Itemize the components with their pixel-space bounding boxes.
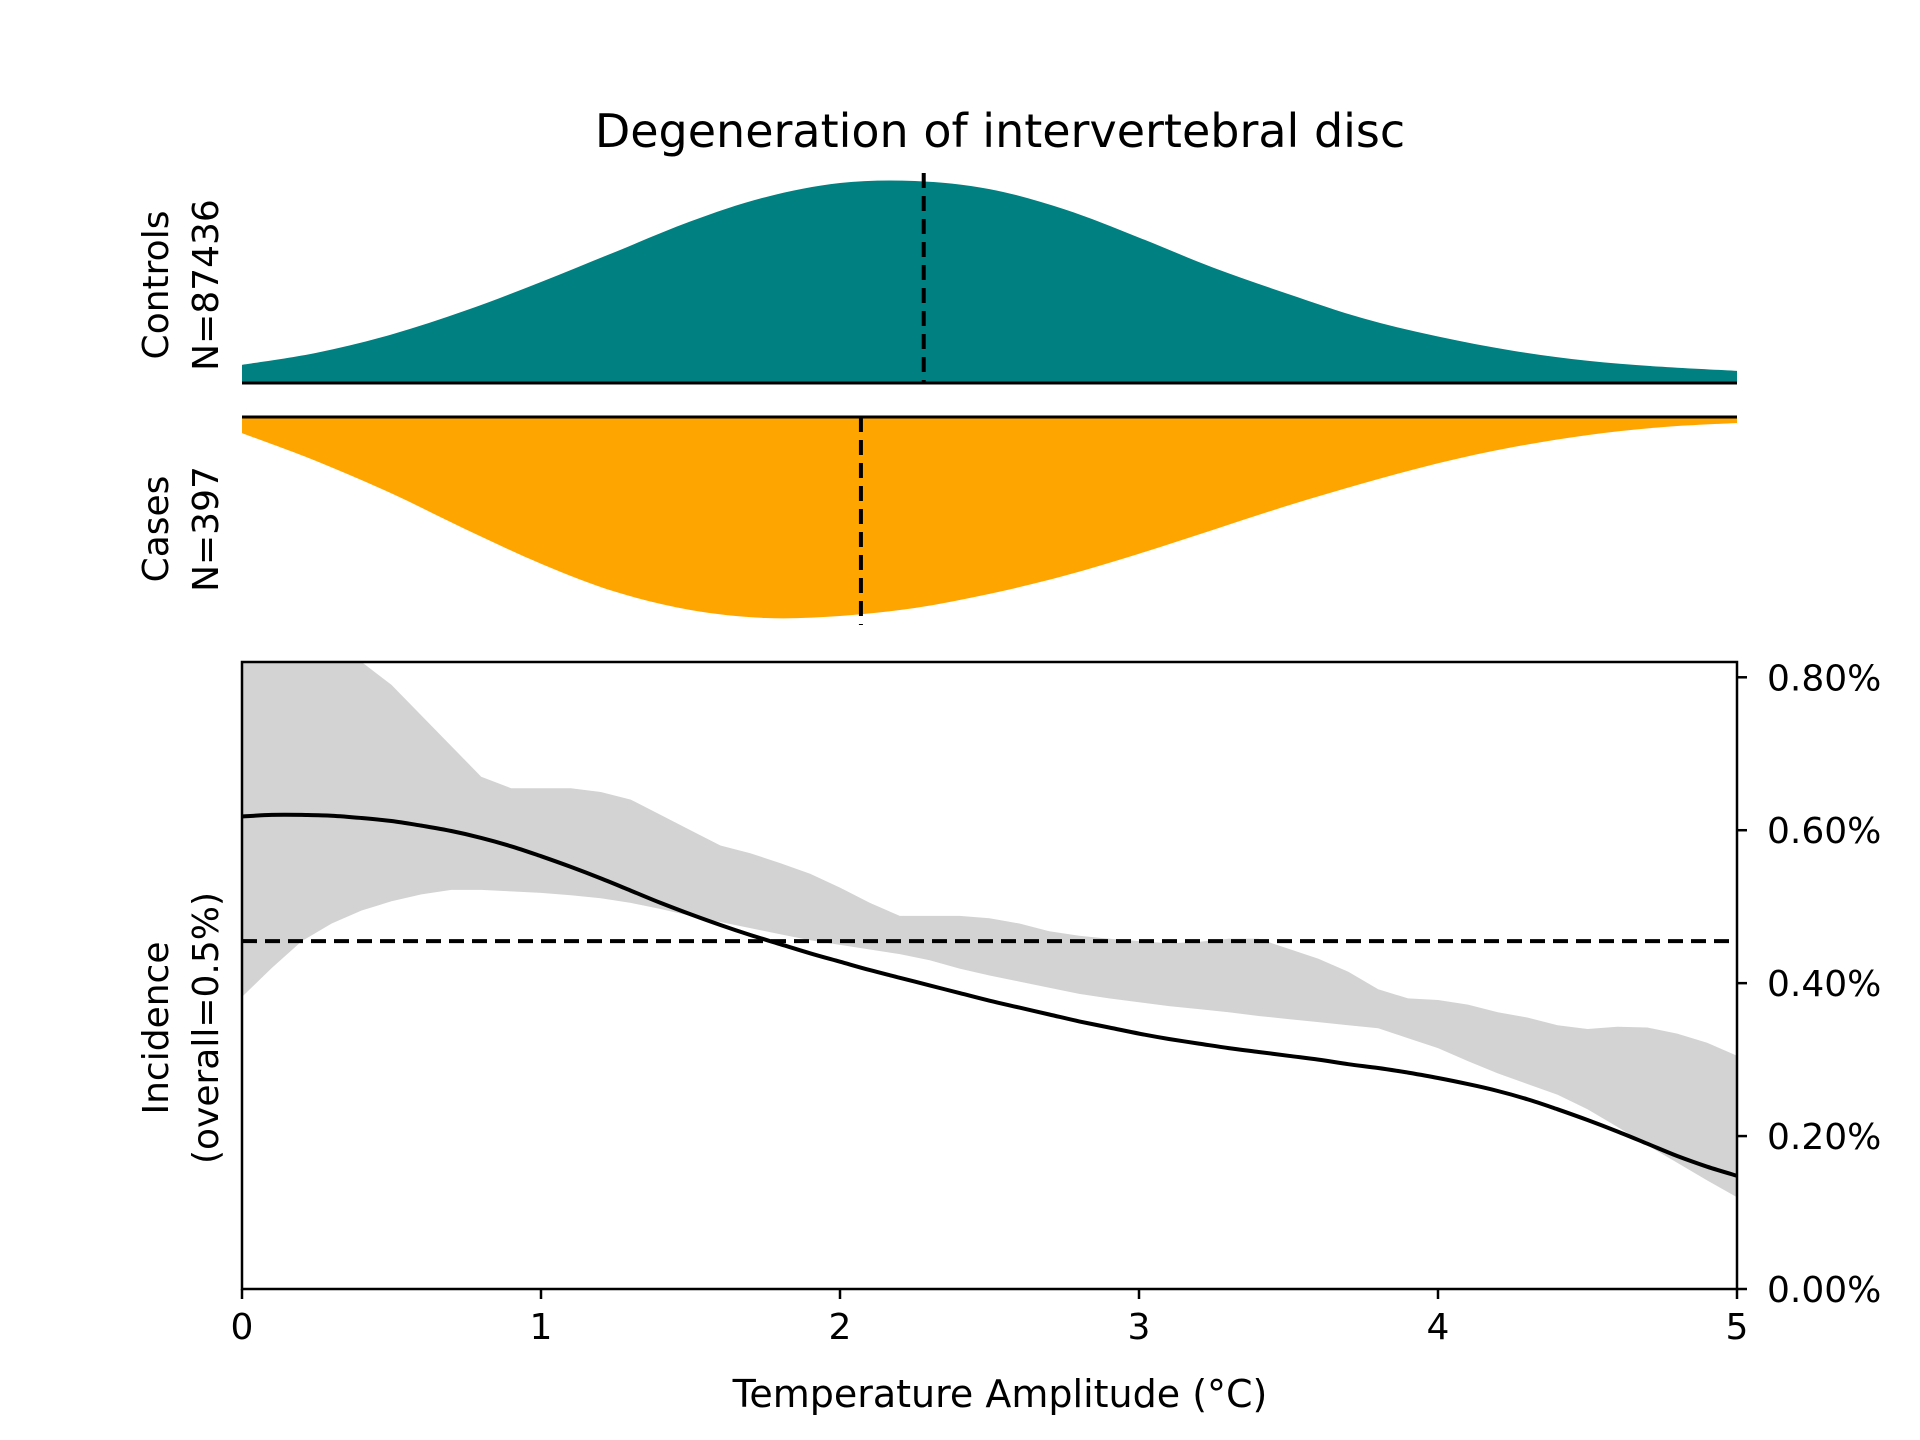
x-tick-label: 0: [231, 1307, 254, 1348]
controls-density-panel: Controls N=87436: [136, 173, 1737, 385]
x-tick-label: 1: [530, 1307, 553, 1348]
x-tick-label: 3: [1128, 1307, 1151, 1348]
incidence-ylabel: Incidence: [136, 942, 177, 1115]
y-tick-label: 0.40%: [1767, 964, 1881, 1005]
incidence-ylabel-note: (overall=0.5%): [186, 892, 227, 1164]
x-tick-label: 5: [1726, 1307, 1749, 1348]
x-tick-label: 2: [829, 1307, 852, 1348]
x-tick-label: 4: [1427, 1307, 1450, 1348]
y-tick-label: 0.00%: [1767, 1270, 1881, 1311]
y-axis-ticks: 0.00% 0.20% 0.40% 0.60% 0.80%: [1737, 658, 1881, 1311]
y-tick-label: 0.80%: [1767, 658, 1881, 699]
cases-density-panel: Cases N=397: [136, 415, 1737, 625]
x-axis-label: Temperature Amplitude (°C): [732, 1372, 1268, 1416]
chart-title: Degeneration of intervertebral disc: [595, 104, 1405, 158]
controls-count-label: N=87436: [186, 199, 227, 371]
y-tick-label: 0.20%: [1767, 1117, 1881, 1158]
controls-density-area: [242, 180, 1737, 383]
incidence-confidence-band: [242, 662, 1737, 1198]
cases-label: Cases: [136, 476, 177, 583]
y-tick-label: 0.60%: [1767, 811, 1881, 852]
incidence-estimate-line: [241, 812, 1738, 1178]
cases-count-label: N=397: [186, 466, 227, 592]
incidence-panel: 0.00% 0.20% 0.40% 0.60% 0.80% 0 1 2 3 4 5 Inciden…: [136, 658, 1881, 1348]
x-axis-ticks: 0 1 2 3 4 5: [231, 1289, 1749, 1348]
incidence-plot-frame: [240, 660, 1739, 1291]
cases-density-area: [242, 417, 1737, 619]
controls-label: Controls: [136, 211, 177, 360]
